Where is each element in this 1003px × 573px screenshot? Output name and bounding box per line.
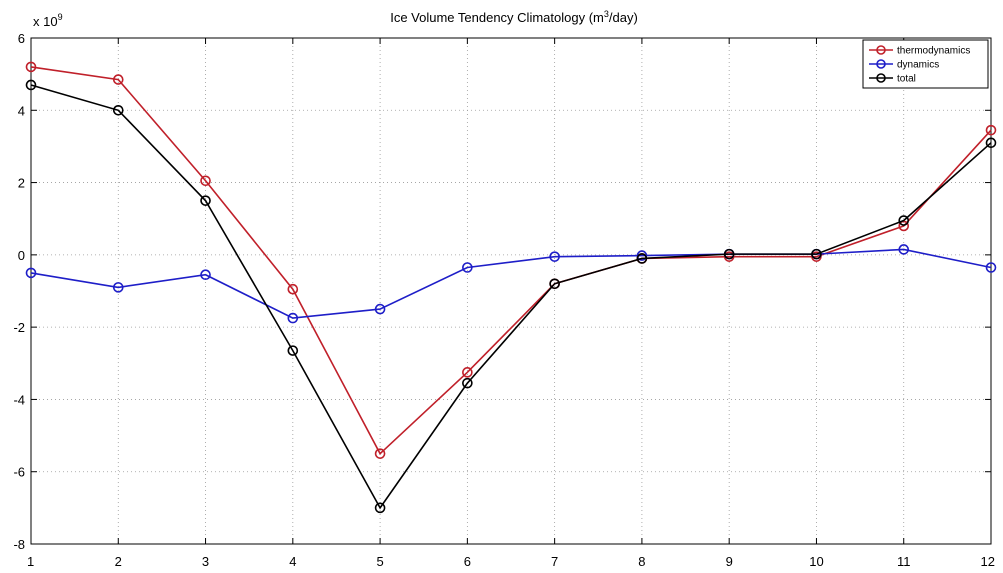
data-point-thermodynamics [898, 220, 910, 232]
data-point-dynamics [200, 269, 211, 281]
legend-label-dynamics: dynamics [897, 60, 939, 71]
data-point-total [811, 248, 822, 260]
legend-label-thermodynamics: thermodynamics [897, 46, 970, 57]
data-point-dynamics [112, 282, 124, 293]
data-point-dynamics [636, 250, 648, 261]
y-tick-label: 4 [18, 103, 25, 118]
x-tick-label: 10 [809, 554, 823, 569]
chart-title-main: Ice Volume Tendency Climatology (m [390, 10, 604, 25]
plot-frame [30, 37, 992, 545]
y-tick-label: 0 [18, 248, 25, 263]
y-tick-label: -6 [13, 465, 25, 480]
series-line-total [30, 84, 992, 510]
x-tick-label: 6 [464, 554, 471, 569]
data-point-thermodynamics [287, 283, 299, 295]
x-tick-label: 2 [115, 554, 122, 569]
data-point-total [985, 137, 997, 149]
data-point-thermodynamics [25, 61, 37, 73]
series-group [25, 61, 997, 514]
data-point-dynamics [549, 251, 560, 262]
legend-marker-total [876, 73, 886, 83]
y-multiplier: x 109 [33, 12, 63, 29]
data-point-total [462, 377, 473, 389]
series-line-dynamics [30, 248, 992, 319]
y-multiplier-exp: 9 [58, 12, 63, 22]
x-tick-label: 9 [726, 554, 733, 569]
data-point-dynamics [898, 244, 910, 255]
data-point-dynamics [25, 267, 37, 279]
data-point-total [549, 278, 560, 290]
legend: thermodynamics dynamics total [862, 39, 989, 89]
chart-title-end: /day) [609, 10, 638, 25]
data-point-total [112, 104, 124, 116]
data-point-dynamics [985, 262, 997, 273]
data-point-total [374, 502, 386, 514]
data-point-thermodynamics [462, 367, 473, 378]
data-point-total [287, 345, 299, 356]
y-tick-label: 2 [18, 176, 25, 191]
series-dynamics [25, 244, 997, 324]
x-tick-label: 8 [638, 554, 645, 569]
series-thermodynamics [25, 61, 997, 459]
y-multiplier-prefix: x 10 [33, 14, 58, 29]
legend-label-total: total [897, 74, 916, 85]
x-tick-label: 7 [551, 554, 558, 569]
y-tick-label: -2 [13, 320, 25, 335]
x-tick-label: 5 [376, 554, 383, 569]
y-tick-label: -4 [13, 392, 25, 407]
data-point-thermodynamics [112, 74, 124, 85]
x-tick-label: 1 [27, 554, 34, 569]
data-point-dynamics [374, 303, 386, 315]
data-point-total [636, 253, 648, 264]
grid [30, 37, 992, 545]
chart-title: Ice Volume Tendency Climatology (m3/day) [390, 9, 638, 25]
y-tick-label: 6 [18, 31, 25, 46]
x-tick-label: 11 [897, 554, 911, 569]
legend-marker-thermodynamics [876, 45, 886, 55]
data-point-total [723, 248, 735, 260]
x-tick-label: 3 [202, 554, 209, 569]
legend-marker-dynamics [876, 59, 886, 69]
data-point-thermodynamics [374, 448, 386, 459]
series-total [25, 79, 997, 514]
data-point-total [200, 195, 211, 206]
chart-title-sup: 3 [604, 9, 609, 19]
data-point-dynamics [287, 312, 299, 324]
series-line-thermodynamics [30, 66, 992, 455]
data-point-total [898, 215, 910, 226]
data-point-dynamics [462, 262, 473, 273]
data-point-thermodynamics [200, 175, 211, 187]
y-tick-label: -8 [13, 537, 25, 552]
x-tick-label: 4 [289, 554, 296, 569]
data-point-total [25, 79, 37, 91]
x-tick-label: 12 [981, 554, 995, 569]
data-point-thermodynamics [985, 124, 997, 136]
